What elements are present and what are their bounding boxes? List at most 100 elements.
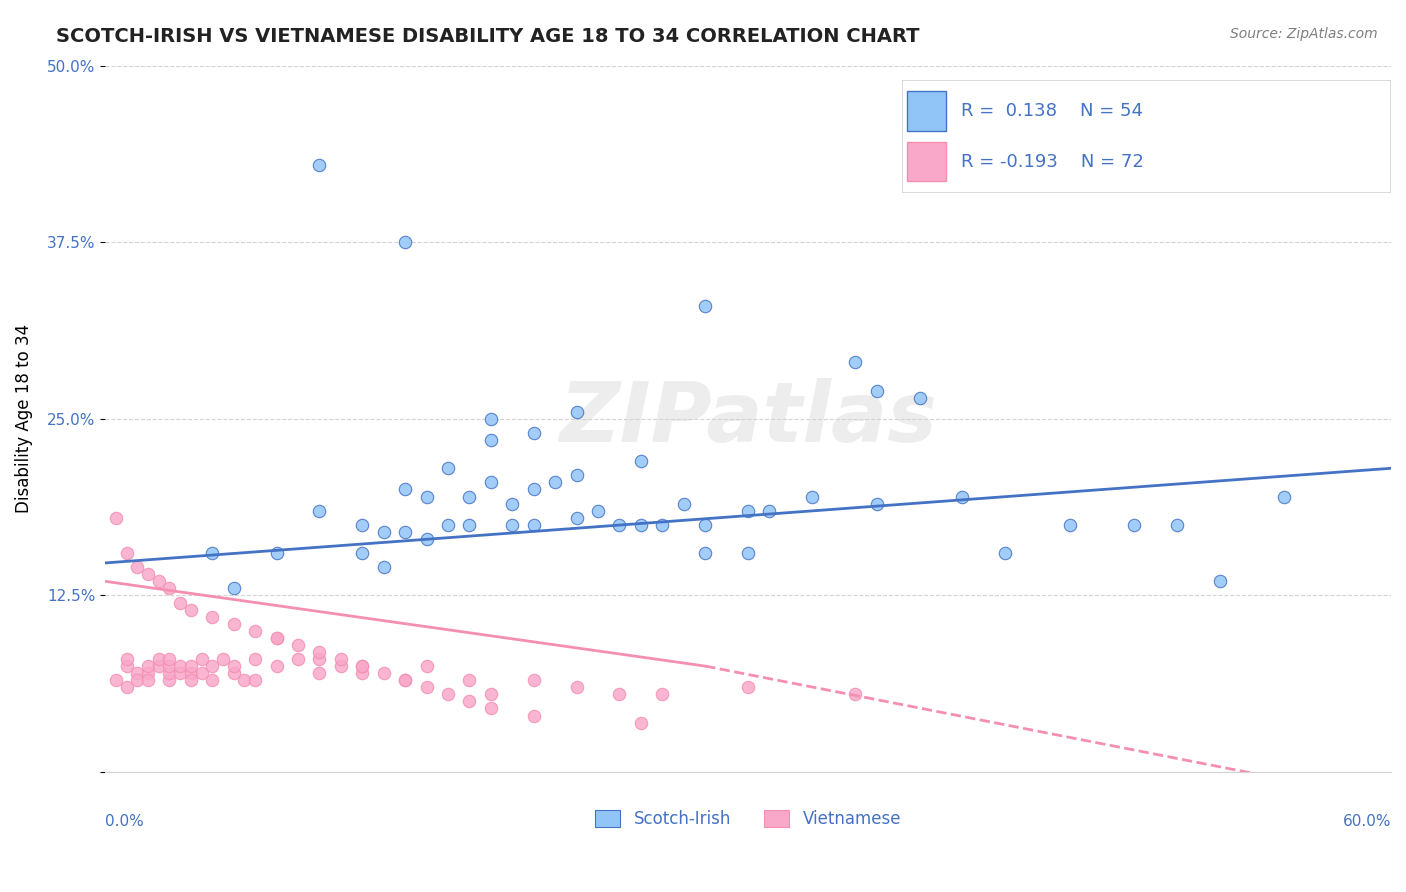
Point	[222, 582, 245, 596]
Point	[201, 673, 224, 688]
Point	[222, 659, 245, 673]
Point	[415, 490, 437, 504]
Point	[630, 517, 652, 532]
Point	[201, 609, 224, 624]
Point	[1272, 490, 1295, 504]
Point	[415, 659, 437, 673]
Point	[801, 490, 824, 504]
Point	[651, 687, 673, 701]
Point	[136, 659, 159, 673]
Point	[243, 652, 266, 666]
Point	[104, 673, 127, 688]
Point	[266, 659, 288, 673]
Point	[352, 517, 374, 532]
Point	[127, 560, 149, 574]
Point	[266, 631, 288, 645]
Point	[565, 510, 588, 524]
Point	[1208, 574, 1230, 589]
Point	[523, 517, 546, 532]
Point	[479, 433, 502, 447]
Point	[180, 666, 202, 681]
Point	[233, 673, 256, 688]
Point	[586, 503, 609, 517]
Point	[394, 483, 416, 497]
Point	[1166, 517, 1188, 532]
Point	[243, 624, 266, 638]
Point	[329, 652, 352, 666]
Legend: Scotch-Irish, Vietnamese: Scotch-Irish, Vietnamese	[589, 803, 908, 834]
Point	[180, 673, 202, 688]
Point	[994, 546, 1017, 560]
Point	[148, 659, 170, 673]
Point	[437, 517, 460, 532]
Point	[115, 546, 138, 560]
Point	[287, 652, 309, 666]
Point	[501, 497, 523, 511]
Point	[373, 524, 395, 539]
Point	[115, 680, 138, 694]
Point	[352, 659, 374, 673]
Point	[308, 652, 330, 666]
Point	[222, 666, 245, 681]
Point	[1059, 517, 1081, 532]
Point	[458, 517, 481, 532]
Point	[695, 299, 717, 313]
Point	[609, 687, 631, 701]
Point	[523, 425, 546, 440]
Point	[737, 503, 759, 517]
Point	[373, 666, 395, 681]
Point	[565, 680, 588, 694]
Point	[266, 546, 288, 560]
Point	[266, 631, 288, 645]
Point	[950, 490, 973, 504]
Point	[157, 673, 180, 688]
Point	[115, 659, 138, 673]
Point	[329, 659, 352, 673]
Point	[169, 595, 191, 609]
Point	[437, 687, 460, 701]
Point	[844, 687, 866, 701]
Text: 60.0%: 60.0%	[1343, 814, 1391, 830]
Point	[308, 503, 330, 517]
Point	[127, 666, 149, 681]
Point	[169, 666, 191, 681]
Point	[737, 680, 759, 694]
Point	[308, 666, 330, 681]
Point	[115, 652, 138, 666]
Point	[394, 524, 416, 539]
Point	[148, 574, 170, 589]
Point	[394, 673, 416, 688]
Point	[479, 475, 502, 490]
Point	[243, 673, 266, 688]
Point	[908, 391, 931, 405]
Point	[136, 567, 159, 582]
Point	[758, 503, 780, 517]
Point	[458, 673, 481, 688]
Point	[695, 546, 717, 560]
Point	[212, 652, 235, 666]
Point	[287, 638, 309, 652]
Point	[148, 652, 170, 666]
Point	[352, 659, 374, 673]
Point	[308, 645, 330, 659]
Point	[866, 497, 889, 511]
Text: 0.0%: 0.0%	[105, 814, 143, 830]
Point	[415, 532, 437, 546]
Point	[523, 483, 546, 497]
Point	[1122, 517, 1144, 532]
Point	[737, 546, 759, 560]
Point	[501, 517, 523, 532]
Point	[523, 673, 546, 688]
Point	[844, 355, 866, 369]
Y-axis label: Disability Age 18 to 34: Disability Age 18 to 34	[15, 325, 32, 514]
Point	[180, 659, 202, 673]
Point	[201, 546, 224, 560]
Point	[201, 659, 224, 673]
Point	[630, 715, 652, 730]
Text: Source: ZipAtlas.com: Source: ZipAtlas.com	[1230, 27, 1378, 41]
Point	[651, 517, 673, 532]
Text: ZIPatlas: ZIPatlas	[560, 378, 936, 459]
Point	[157, 582, 180, 596]
Point	[180, 602, 202, 616]
Point	[565, 468, 588, 483]
